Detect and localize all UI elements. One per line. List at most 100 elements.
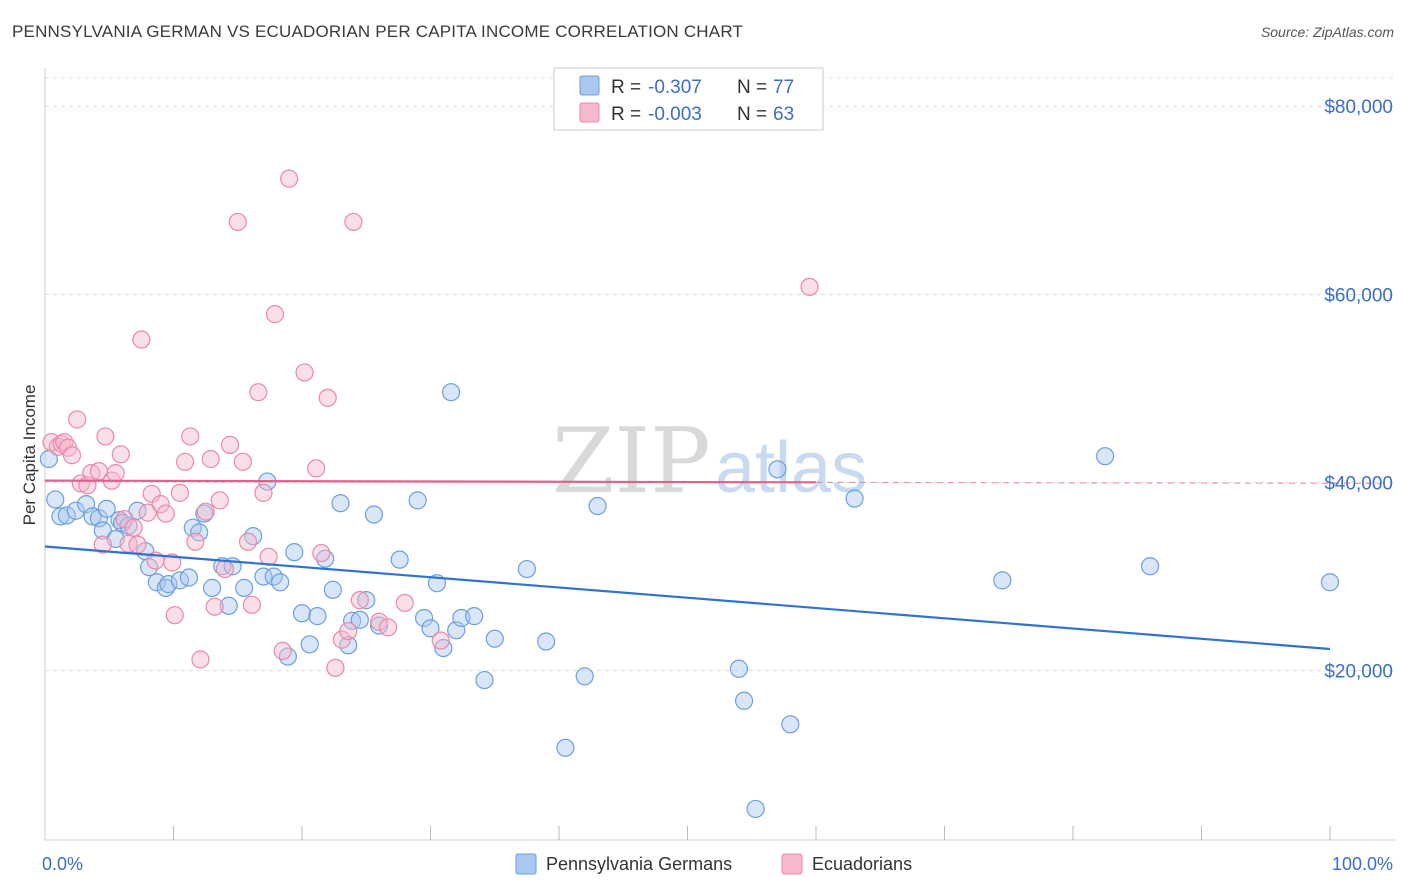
point-pink-39 <box>228 212 247 232</box>
point-blue-44 <box>343 611 362 630</box>
point-blue-8 <box>93 521 112 540</box>
point-pink-35 <box>205 597 224 616</box>
legend-n-label-blue: N = <box>737 77 767 98</box>
point-pink-33 <box>196 502 215 521</box>
data-points <box>39 169 1340 819</box>
watermark-zip: ZIP <box>552 409 711 514</box>
point-pink-60 <box>395 593 414 613</box>
legend-swatch-blue <box>579 75 600 96</box>
point-blue-16 <box>139 558 159 577</box>
bottom-legend-swatch-pink <box>781 853 803 875</box>
point-blue-55 <box>441 383 461 402</box>
point-blue-73 <box>1096 447 1115 466</box>
point-pink-41 <box>238 532 258 551</box>
point-blue-49 <box>390 550 409 569</box>
point-blue-50 <box>408 491 427 510</box>
point-pink-51 <box>312 543 331 563</box>
point-pink-50 <box>307 459 326 478</box>
y-axis-title: Per Capita Income <box>20 385 39 526</box>
point-blue-71 <box>845 489 864 508</box>
legend-n-value-pink: 63 <box>773 104 794 125</box>
point-pink-22 <box>142 484 161 503</box>
chart-source: Source: ZipAtlas.com <box>1260 24 1394 40</box>
point-blue-34 <box>271 573 290 592</box>
point-blue-47 <box>364 505 384 524</box>
point-pink-31 <box>186 532 205 551</box>
point-pink-6 <box>68 410 87 429</box>
point-pink-12 <box>96 427 115 446</box>
point-blue-11 <box>110 511 129 530</box>
point-pink-24 <box>151 495 170 514</box>
point-blue-17 <box>147 573 166 592</box>
chart-title: PENNSYLVANIA GERMAN VS ECUADORIAN PER CA… <box>12 22 744 41</box>
point-pink-52 <box>318 388 337 407</box>
point-blue-64 <box>575 667 594 686</box>
point-blue-39 <box>308 607 327 626</box>
point-blue-23 <box>190 523 209 542</box>
bottom-legend-label-pink: Ecuadorians <box>812 854 912 874</box>
legend-r-label-blue: R = <box>611 77 641 98</box>
point-pink-34 <box>201 449 220 469</box>
point-blue-21 <box>179 568 199 587</box>
point-blue-65 <box>588 496 607 516</box>
y-tick-labels: $20,000 $40,000 $60,000 $80,000 <box>1324 97 1393 682</box>
point-pink-26 <box>163 553 182 572</box>
watermark-atlas: atlas <box>715 428 867 508</box>
point-pink-15 <box>111 445 130 464</box>
bottom-legend: Pennsylvania Germans Ecuadorians <box>515 853 912 875</box>
point-pink-53 <box>326 658 345 677</box>
point-pink-47 <box>273 641 292 661</box>
point-pink-14 <box>106 464 125 483</box>
point-blue-30 <box>244 527 263 546</box>
point-pink-28 <box>170 483 190 502</box>
point-pink-27 <box>165 606 184 625</box>
watermark: ZIP atlas <box>552 409 867 514</box>
bottom-legend-label-blue: Pennsylvania Germans <box>546 854 732 874</box>
point-pink-55 <box>339 622 358 641</box>
point-blue-27 <box>219 596 238 615</box>
point-pink-21 <box>138 503 157 522</box>
point-blue-3 <box>57 506 76 525</box>
axes <box>44 68 1395 841</box>
point-pink-25 <box>156 504 175 523</box>
point-pink-11 <box>93 535 112 554</box>
x-tick-label-1: 100.0% <box>1332 854 1393 874</box>
point-blue-1 <box>46 490 65 509</box>
legend-r-value-blue: -0.307 <box>648 77 702 98</box>
point-blue-45 <box>350 610 369 629</box>
point-blue-75 <box>1320 573 1340 592</box>
y-tick-label-1: $40,000 <box>1324 474 1393 495</box>
point-pink-58 <box>370 612 389 631</box>
point-pink-43 <box>249 383 268 402</box>
point-blue-69 <box>768 460 787 479</box>
trend-lines <box>44 479 1381 651</box>
x-tick-labels: 0.0% 100.0% <box>42 854 1393 874</box>
point-pink-18 <box>124 518 143 537</box>
point-pink-40 <box>233 452 252 471</box>
point-blue-36 <box>285 543 304 562</box>
legend: R = -0.307 N = 77 R = -0.003 N = 63 <box>553 67 824 131</box>
legend-n-label-pink: N = <box>737 104 767 125</box>
point-blue-66 <box>729 659 749 678</box>
point-pink-42 <box>242 595 261 614</box>
point-pink-36 <box>210 491 229 510</box>
point-blue-61 <box>517 559 536 579</box>
trend-line-blue <box>44 545 1331 651</box>
point-blue-41 <box>323 580 342 599</box>
point-blue-74 <box>1140 557 1160 576</box>
point-pink-30 <box>181 427 200 446</box>
point-blue-19 <box>159 575 178 594</box>
y-tick-label-2: $60,000 <box>1324 285 1393 306</box>
point-blue-72 <box>993 571 1012 590</box>
point-blue-63 <box>556 738 575 757</box>
point-blue-46 <box>357 591 376 610</box>
point-pink-62 <box>800 277 819 296</box>
point-blue-60 <box>485 629 504 648</box>
point-pink-38 <box>220 435 240 454</box>
point-blue-67 <box>734 691 754 710</box>
point-pink-48 <box>280 169 299 188</box>
point-blue-29 <box>235 578 254 597</box>
y-tick-label-3: $80,000 <box>1324 97 1393 118</box>
point-pink-37 <box>215 559 234 579</box>
